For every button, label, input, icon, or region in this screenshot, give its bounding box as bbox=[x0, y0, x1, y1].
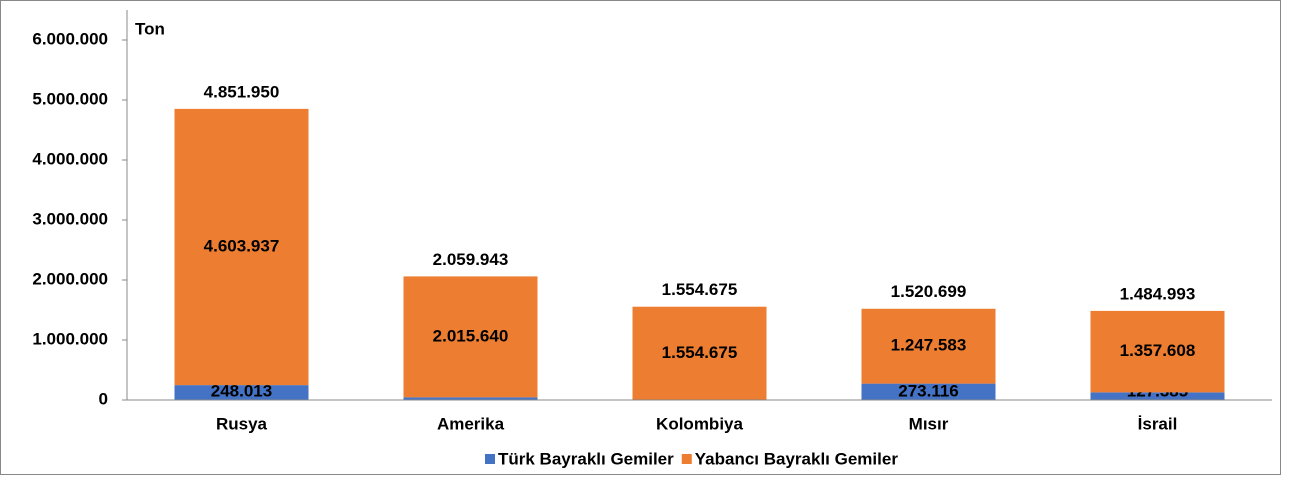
bar-segment bbox=[174, 108, 309, 386]
total-label: 1.520.699 bbox=[891, 282, 967, 301]
total-label: 2.059.943 bbox=[433, 250, 509, 269]
data-label: 248.013 bbox=[211, 381, 272, 400]
legend-swatch bbox=[485, 454, 495, 464]
data-label: 1.357.608 bbox=[1120, 341, 1196, 360]
bar-segment bbox=[174, 385, 309, 400]
x-tick-label: Rusya bbox=[216, 414, 268, 433]
legend-label: Türk Bayraklı Gemiler bbox=[498, 449, 674, 468]
x-tick-label: Mısır bbox=[909, 414, 949, 433]
bar-segment bbox=[403, 276, 538, 398]
y-tick-label: 4.000.000 bbox=[32, 149, 108, 168]
y-tick-label: 5.000.000 bbox=[32, 89, 108, 108]
bar-segment bbox=[861, 308, 996, 384]
total-label: 4.851.950 bbox=[204, 82, 280, 101]
y-tick-label: 3.000.000 bbox=[32, 209, 108, 228]
bar-segment bbox=[861, 383, 996, 400]
bar-segment bbox=[632, 306, 767, 400]
bar-segment bbox=[1090, 392, 1225, 400]
data-label: 273.116 bbox=[898, 381, 959, 400]
legend-swatch bbox=[681, 454, 692, 464]
x-tick-label: İsrail bbox=[1138, 414, 1178, 433]
bar-segment bbox=[403, 397, 538, 400]
y-axis-label: Ton bbox=[135, 19, 165, 38]
x-tick-label: Kolombiya bbox=[656, 414, 743, 433]
total-label: 1.484.993 bbox=[1120, 284, 1196, 303]
y-tick-label: 0 bbox=[99, 389, 108, 408]
y-tick-label: 6.000.000 bbox=[32, 29, 108, 48]
data-label: 2.015.640 bbox=[433, 326, 509, 345]
y-tick-label: 1.000.000 bbox=[32, 329, 108, 348]
data-label: 4.603.937 bbox=[204, 236, 280, 255]
data-label: 1.247.583 bbox=[891, 336, 967, 355]
y-tick-label: 2.000.000 bbox=[32, 269, 108, 288]
x-tick-label: Amerika bbox=[437, 414, 505, 433]
legend-label: Yabancı Bayraklı Gemiler bbox=[695, 449, 899, 468]
total-label: 1.554.675 bbox=[662, 280, 738, 299]
data-label: 1.554.675 bbox=[662, 343, 738, 362]
bar-segment bbox=[1090, 310, 1225, 393]
